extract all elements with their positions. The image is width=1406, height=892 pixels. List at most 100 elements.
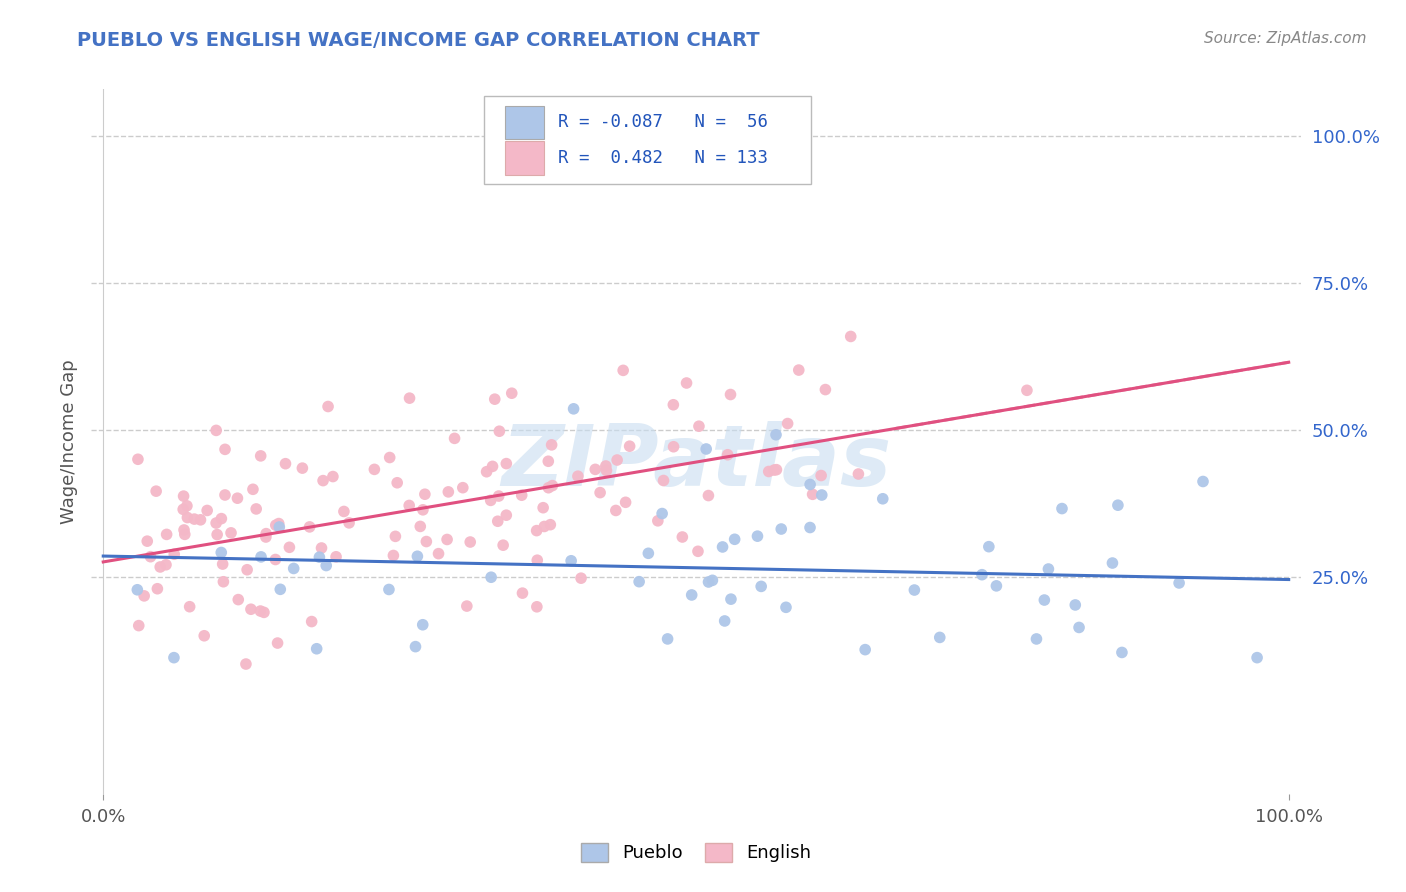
Point	[363, 462, 385, 476]
Point	[378, 450, 401, 465]
Point	[1107, 498, 1129, 512]
Point	[190, 513, 212, 527]
Point	[211, 557, 233, 571]
Bar	[505, 141, 544, 175]
Point	[501, 386, 523, 401]
Point	[1067, 620, 1090, 634]
Point	[747, 529, 769, 543]
Point	[249, 449, 271, 463]
Point	[242, 483, 264, 497]
Point	[254, 526, 277, 541]
Point	[583, 462, 606, 476]
Point	[172, 502, 194, 516]
Point	[163, 650, 186, 665]
Point	[606, 453, 628, 467]
Point	[537, 454, 560, 468]
Point	[266, 636, 288, 650]
Point	[308, 550, 330, 565]
Point	[378, 582, 401, 597]
Point	[903, 582, 925, 597]
Text: R =  0.482   N = 133: R = 0.482 N = 133	[558, 149, 768, 167]
Point	[398, 391, 420, 405]
Point	[269, 582, 291, 597]
Point	[697, 489, 720, 503]
Legend: Pueblo, English: Pueblo, English	[581, 843, 811, 863]
Point	[799, 520, 821, 534]
Point	[526, 553, 548, 567]
Point	[398, 499, 420, 513]
Point	[853, 642, 876, 657]
Point	[205, 424, 228, 438]
Point	[562, 401, 585, 416]
Point	[139, 549, 162, 564]
Point	[495, 508, 517, 523]
Point	[325, 549, 347, 564]
Point	[413, 487, 436, 501]
Point	[589, 485, 612, 500]
Point	[688, 419, 710, 434]
Point	[146, 582, 169, 596]
Point	[814, 383, 837, 397]
Point	[533, 519, 555, 533]
Text: PUEBLO VS ENGLISH WAGE/INCOME GAP CORRELATION CHART: PUEBLO VS ENGLISH WAGE/INCOME GAP CORREL…	[77, 31, 761, 50]
Point	[647, 514, 669, 528]
Point	[1111, 645, 1133, 659]
Point	[724, 533, 747, 547]
Point	[675, 376, 697, 390]
Point	[540, 438, 562, 452]
Point	[235, 657, 257, 671]
Point	[316, 400, 339, 414]
Point	[451, 481, 474, 495]
Point	[253, 606, 276, 620]
Point	[219, 525, 242, 540]
Point	[145, 484, 167, 499]
Point	[214, 488, 236, 502]
Point	[274, 457, 297, 471]
Point	[492, 538, 515, 552]
Point	[486, 514, 509, 528]
Point	[799, 477, 821, 491]
Point	[770, 522, 793, 536]
Point	[711, 540, 734, 554]
Point	[657, 632, 679, 646]
Point	[173, 523, 195, 537]
Point	[236, 563, 259, 577]
Point	[1033, 593, 1056, 607]
Point	[717, 448, 740, 462]
Point	[212, 574, 235, 589]
Point	[662, 398, 685, 412]
Point	[614, 495, 637, 509]
Text: ZIPatlas: ZIPatlas	[501, 421, 891, 504]
Point	[337, 516, 360, 530]
Point	[226, 491, 249, 506]
Point	[149, 560, 172, 574]
Point	[541, 478, 564, 492]
Point	[1038, 562, 1060, 576]
Point	[720, 592, 742, 607]
Point	[775, 600, 797, 615]
Point	[538, 517, 561, 532]
Point	[205, 527, 228, 541]
Point	[436, 533, 458, 547]
Point	[537, 481, 560, 495]
Point	[1168, 576, 1191, 591]
Point	[415, 534, 437, 549]
Point	[427, 547, 450, 561]
Point	[405, 640, 427, 654]
Point	[595, 458, 617, 473]
Point	[481, 459, 503, 474]
Point	[1050, 501, 1073, 516]
Point	[595, 463, 617, 477]
Point	[384, 529, 406, 543]
Point	[510, 488, 533, 502]
Point	[283, 561, 305, 575]
Text: R = -0.087   N =  56: R = -0.087 N = 56	[558, 113, 768, 131]
Point	[301, 615, 323, 629]
Point	[526, 599, 548, 614]
Point	[179, 599, 201, 614]
Point	[209, 545, 232, 559]
Point	[264, 552, 287, 566]
Point	[456, 599, 478, 613]
Point	[758, 465, 780, 479]
Point	[720, 387, 742, 401]
